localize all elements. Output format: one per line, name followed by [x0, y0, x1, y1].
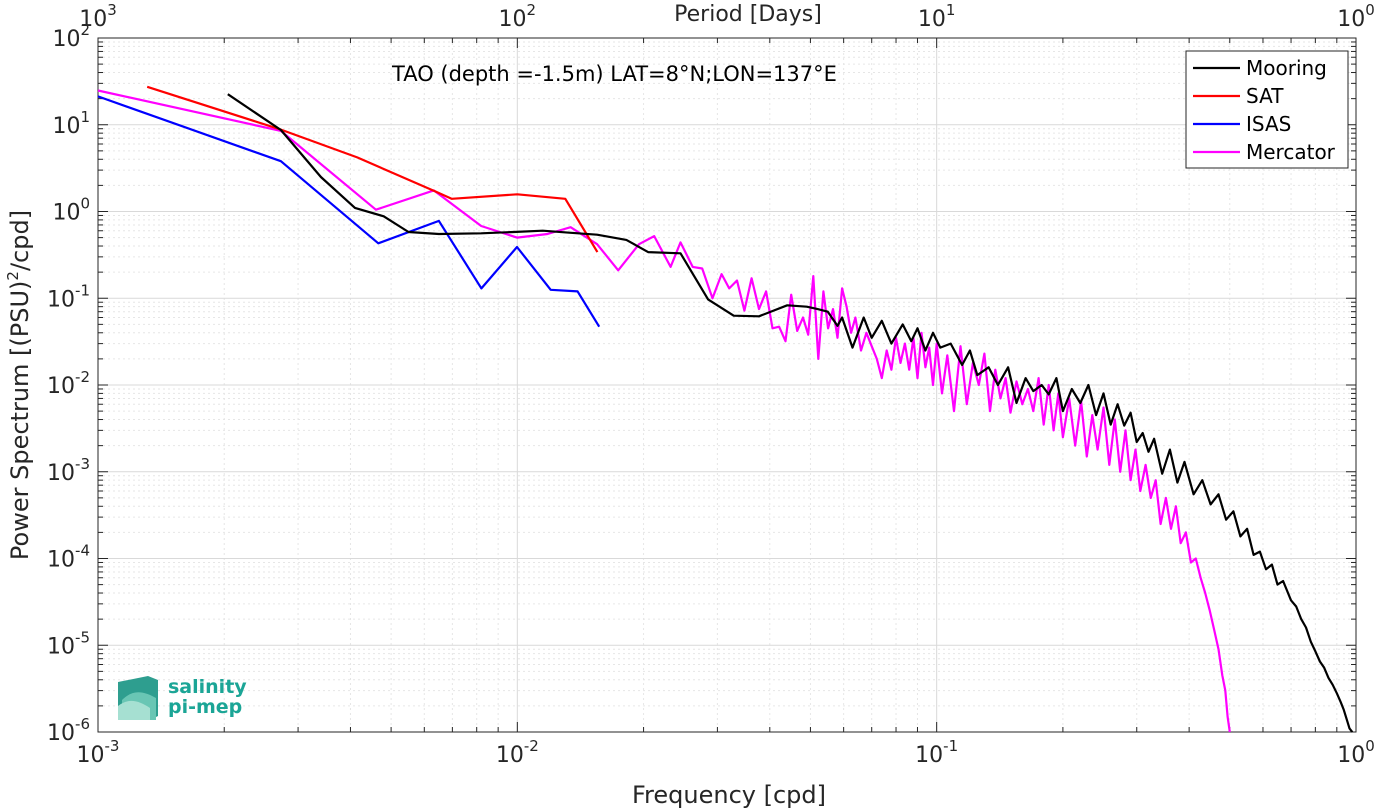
chart-annotation: TAO (depth =-1.5m) LAT=8°N;LON=137°E	[391, 62, 837, 86]
legend-label-isas: ISAS	[1246, 112, 1291, 136]
legend-label-mooring: Mooring	[1246, 56, 1327, 80]
y-tick-label: 10-4	[47, 542, 90, 573]
series-line-sat	[146, 85, 599, 253]
salinity-pi-mep-logo: salinity pi-mep	[118, 676, 247, 720]
series-layer	[97, 85, 1354, 733]
logo-text-line1: salinity	[168, 676, 247, 698]
y-axis-title-main: Power Spectrum [(PSU)	[6, 281, 34, 560]
legend-label-mercator: Mercator	[1246, 140, 1336, 164]
x-tick-label: 10-1	[915, 737, 958, 768]
legend-label-sat: SAT	[1246, 84, 1284, 108]
y-tick-label: 101	[52, 108, 90, 139]
y-tick-label: 102	[52, 21, 90, 52]
top-tick-label: 100	[1337, 1, 1375, 32]
x-tick-label: 10-3	[77, 737, 120, 768]
y-axis-tick-labels: 102 101 100 10-1 10-2 10-3 10-4 10-5 10-6	[47, 21, 90, 746]
top-tick-label: 103	[79, 1, 117, 32]
y-tick-label: 10-3	[47, 455, 90, 486]
top-tick-label: 102	[499, 1, 537, 32]
y-tick-label: 10-6	[47, 715, 90, 746]
y-axis-title-suffix: /cpd]	[6, 210, 34, 271]
series-line-mooring	[227, 93, 1354, 733]
y-tick-label: 100	[52, 195, 90, 226]
x-axis-tick-labels: 10-3 10-2 10-1 100	[77, 737, 1375, 768]
series-line-isas	[97, 95, 601, 328]
x-axis-title: Frequency [cpd]	[632, 781, 826, 809]
legend: Mooring SAT ISAS Mercator	[1185, 50, 1349, 169]
y-tick-label: 10-1	[47, 281, 90, 312]
top-tick-label: 101	[918, 1, 956, 32]
top-axis-title: Period [Days]	[674, 2, 822, 27]
logo-text-line2: pi-mep	[168, 696, 242, 718]
y-tick-label: 10-5	[47, 628, 90, 659]
axis-ticks	[97, 37, 1357, 733]
y-axis-title-sup: 2	[4, 271, 22, 281]
series-line-mercator	[97, 89, 1231, 733]
y-tick-label: 10-2	[47, 368, 90, 399]
x-tick-label: 100	[1337, 737, 1375, 768]
x-tick-label: 10-2	[496, 737, 539, 768]
legend-box	[1185, 50, 1349, 169]
y-axis-title: Power Spectrum [(PSU)2/cpd]	[4, 210, 34, 560]
top-axis-tick-labels: 103 102 101 100	[79, 1, 1375, 32]
